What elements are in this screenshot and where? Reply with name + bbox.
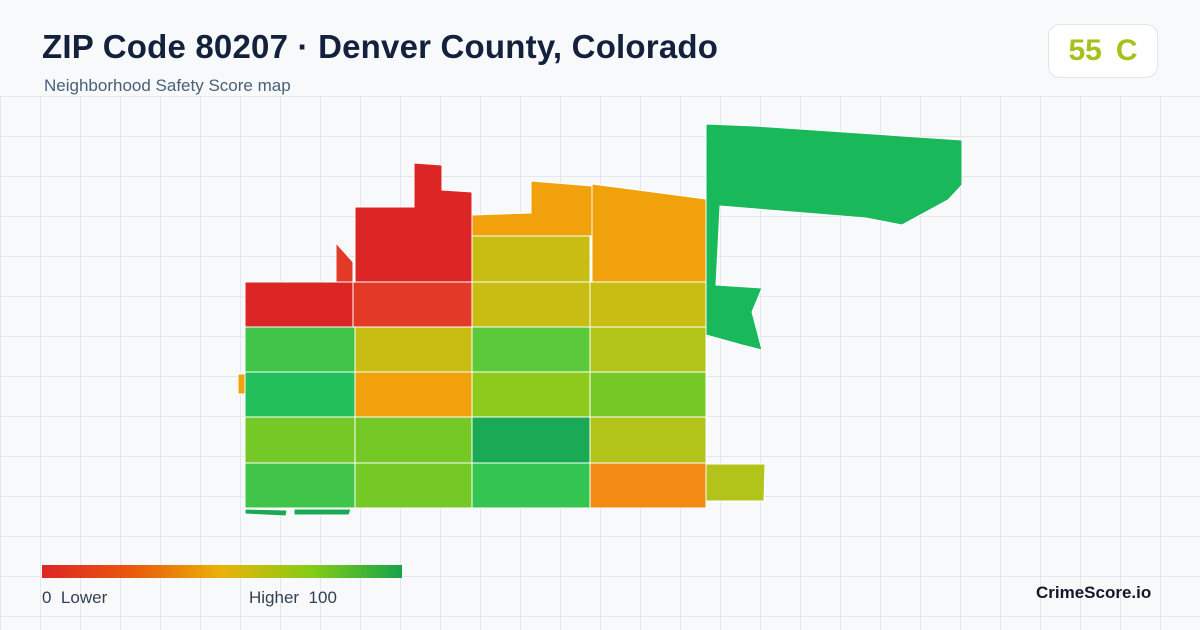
- map-region[interactable]: [354, 162, 473, 283]
- map-region[interactable]: [705, 123, 963, 351]
- page-title: ZIP Code 80207 · Denver County, Colorado: [42, 28, 719, 65]
- brand-label: CrimeScore.io: [1036, 583, 1152, 602]
- map-region[interactable]: [471, 326, 591, 373]
- map-region[interactable]: [244, 508, 288, 517]
- legend-min-value: 0: [42, 588, 52, 607]
- safety-score-grade: C: [1115, 34, 1138, 67]
- map-region[interactable]: [589, 281, 707, 328]
- map-region[interactable]: [244, 281, 354, 328]
- map-region[interactable]: [244, 462, 356, 509]
- map-region[interactable]: [471, 462, 591, 509]
- map-region[interactable]: [589, 326, 707, 373]
- map-region[interactable]: [244, 416, 356, 464]
- map-region[interactable]: [335, 241, 354, 283]
- map-region[interactable]: [293, 508, 352, 516]
- map-region[interactable]: [354, 416, 473, 464]
- map-region[interactable]: [589, 416, 707, 464]
- map-region[interactable]: [352, 281, 473, 328]
- legend-min-label: Lower: [60, 588, 108, 607]
- map-region[interactable]: [354, 326, 473, 373]
- map-region[interactable]: [244, 371, 356, 418]
- page-subtitle: Neighborhood Safety Score map: [44, 76, 291, 95]
- legend-max-value: 100: [308, 588, 337, 607]
- map-region[interactable]: [354, 371, 473, 418]
- safety-score-value: 55: [1068, 34, 1102, 67]
- map-region[interactable]: [244, 326, 356, 373]
- map-region[interactable]: [589, 371, 707, 418]
- legend-color-scale: [42, 565, 402, 578]
- map-region[interactable]: [471, 235, 591, 283]
- legend-high-label: Higher 100: [249, 588, 337, 608]
- map-region[interactable]: [591, 183, 707, 283]
- legend-low-label: 0 Lower: [42, 588, 107, 608]
- safety-score-badge: 55 C: [1048, 24, 1158, 78]
- map-region[interactable]: [705, 463, 766, 502]
- map-region[interactable]: [471, 180, 593, 237]
- map-region[interactable]: [237, 373, 246, 395]
- map-region[interactable]: [471, 281, 591, 328]
- map-region[interactable]: [471, 416, 591, 464]
- map-region[interactable]: [471, 371, 591, 418]
- map-region[interactable]: [589, 462, 707, 509]
- legend-max-label: Higher: [249, 588, 300, 607]
- map-region[interactable]: [354, 462, 473, 509]
